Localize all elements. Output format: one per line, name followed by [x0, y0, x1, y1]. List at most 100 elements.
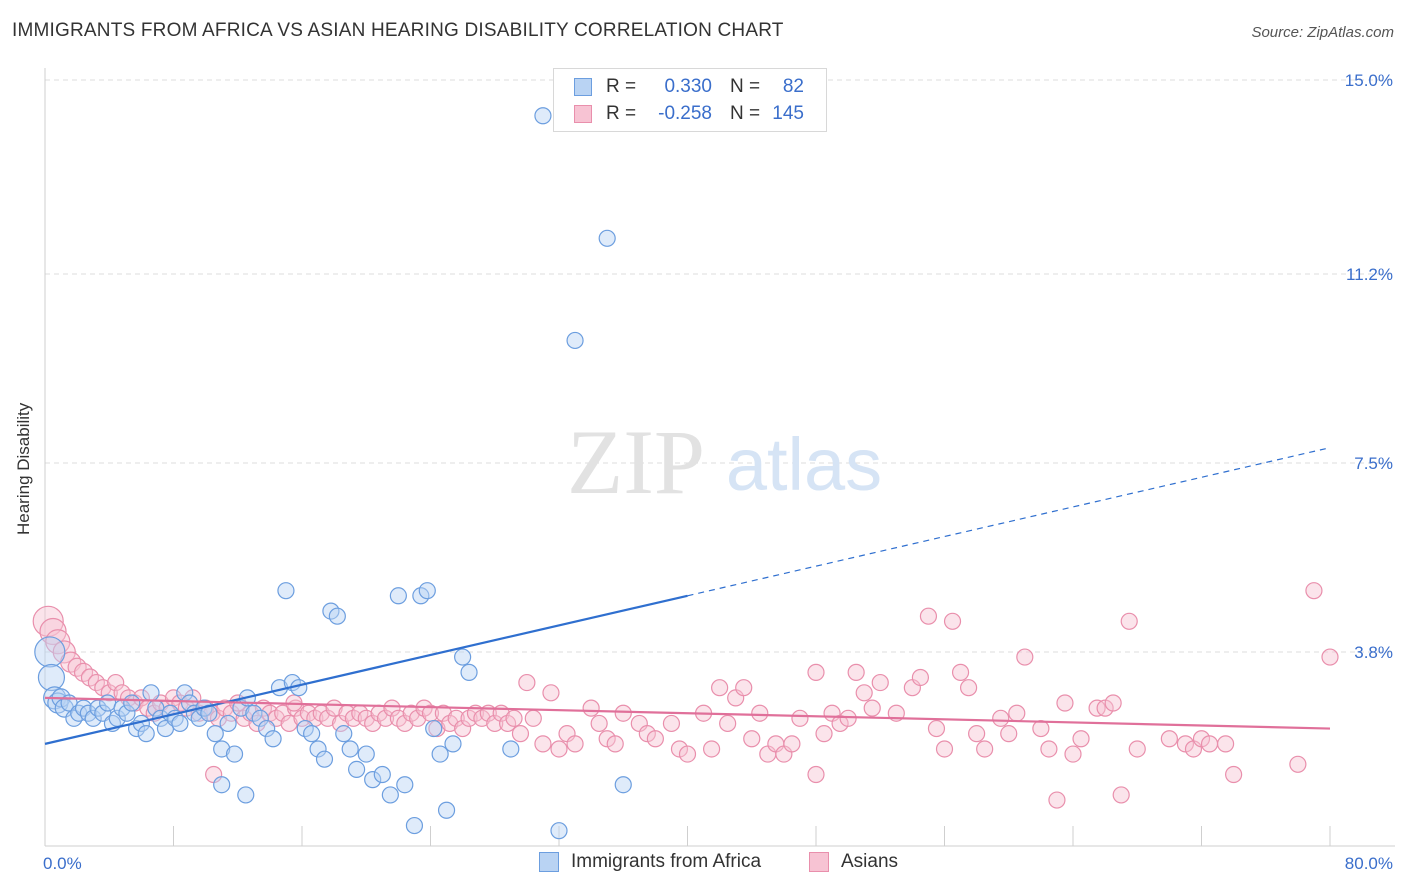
africa-point — [142, 684, 160, 702]
asians-point — [927, 719, 946, 738]
africa-point — [264, 730, 282, 748]
africa-point — [502, 740, 520, 758]
asians-point — [331, 714, 350, 733]
asians-point — [751, 704, 769, 722]
africa-point — [237, 786, 255, 804]
asians-points — [32, 582, 1339, 809]
asians-point — [1160, 730, 1178, 748]
africa-point — [171, 714, 189, 733]
africa-point — [213, 776, 231, 794]
asians-point — [67, 657, 87, 677]
africa-point — [364, 771, 382, 789]
africa-point — [303, 725, 321, 743]
legend-swatch-africa — [539, 852, 559, 872]
asians-trend-line — [44, 696, 1331, 730]
africa-point — [373, 765, 391, 784]
axes — [44, 68, 1395, 847]
africa-point — [405, 816, 424, 835]
africa-point — [315, 750, 334, 768]
asians-point — [454, 719, 472, 738]
asians-point — [1032, 719, 1050, 738]
asians-point — [1289, 755, 1307, 773]
africa-point — [389, 587, 407, 605]
asians-point — [847, 663, 865, 681]
series-legend: Immigrants from Africa Asians — [0, 851, 1406, 879]
africa-point — [437, 801, 456, 819]
asians-point — [951, 663, 970, 681]
asians-point — [409, 709, 427, 727]
asians-point — [1056, 694, 1074, 712]
asians-point — [711, 679, 729, 697]
chart-title: IMMIGRANTS FROM AFRICA VS ASIAN HEARING … — [12, 20, 784, 41]
y-tick-label: 15.0% — [1345, 71, 1393, 90]
asians-point — [839, 709, 857, 727]
asians-point — [364, 714, 382, 733]
asians-point — [274, 704, 292, 722]
asians-point — [743, 730, 761, 748]
africa-point — [37, 663, 66, 692]
asians-point — [1064, 745, 1082, 763]
source-label: Source: ZipAtlas.com — [1251, 24, 1394, 41]
africa-point — [219, 714, 237, 733]
legend-r-label: R = — [606, 103, 637, 124]
africa-point — [454, 648, 472, 666]
watermark-zip: ZIP — [567, 411, 705, 513]
asians-point — [1104, 694, 1122, 712]
asians-point — [248, 714, 266, 733]
asians-point — [107, 673, 125, 692]
asians-point — [911, 668, 930, 687]
africa-point — [190, 709, 208, 727]
asians-point — [968, 725, 986, 743]
africa-point — [396, 776, 414, 794]
africa-point — [309, 740, 327, 758]
legend-swatch-asians — [809, 852, 829, 872]
africa-point — [84, 709, 102, 727]
trend-lines — [44, 447, 1331, 745]
africa-point — [357, 745, 375, 763]
asians-point — [582, 699, 600, 717]
asians-point — [1305, 582, 1323, 600]
asians-point — [807, 663, 825, 681]
asians-point — [935, 740, 954, 758]
x-tick-label: 80.0% — [1345, 854, 1393, 873]
africa-point — [550, 822, 568, 840]
africa-point — [598, 229, 616, 247]
asians-point — [590, 714, 608, 733]
asians-point — [976, 740, 994, 758]
africa-point — [381, 786, 399, 804]
asians-point — [1321, 648, 1339, 666]
asians-point — [919, 607, 938, 625]
x-tick-label: 0.0% — [43, 854, 82, 873]
legend-swatch-africa — [574, 78, 592, 96]
legend-n-value: 82 — [782, 76, 804, 97]
y-tick-label: 7.5% — [1354, 454, 1393, 473]
asians-point — [815, 725, 833, 743]
africa-point — [34, 636, 66, 668]
africa-point — [418, 582, 436, 600]
africa-points — [34, 107, 632, 840]
asians-point — [1225, 765, 1243, 784]
asians-point — [702, 740, 721, 758]
africa-point — [328, 607, 346, 625]
asians-point — [511, 725, 530, 743]
africa-point — [534, 107, 552, 125]
legend-row-africa: R = 0.330 N = 82 — [574, 74, 804, 100]
asians-point — [662, 714, 681, 733]
africa-point — [79, 704, 97, 722]
asians-point — [542, 684, 560, 702]
africa-point — [348, 760, 366, 779]
africa-point — [137, 725, 155, 743]
legend-item-africa: Immigrants from Africa — [539, 851, 761, 873]
legend-item-asians: Asians — [809, 851, 898, 873]
africa-point — [213, 740, 231, 758]
asians-point — [1072, 730, 1090, 748]
asians-point — [524, 709, 542, 727]
africa-point — [566, 331, 584, 350]
africa-point — [460, 663, 478, 681]
legend-n-label: N = — [730, 103, 761, 124]
asians-point — [855, 684, 873, 702]
asians-point — [735, 679, 753, 697]
asians-point — [992, 709, 1010, 727]
asians-point — [1000, 725, 1018, 743]
africa-point — [99, 694, 117, 712]
